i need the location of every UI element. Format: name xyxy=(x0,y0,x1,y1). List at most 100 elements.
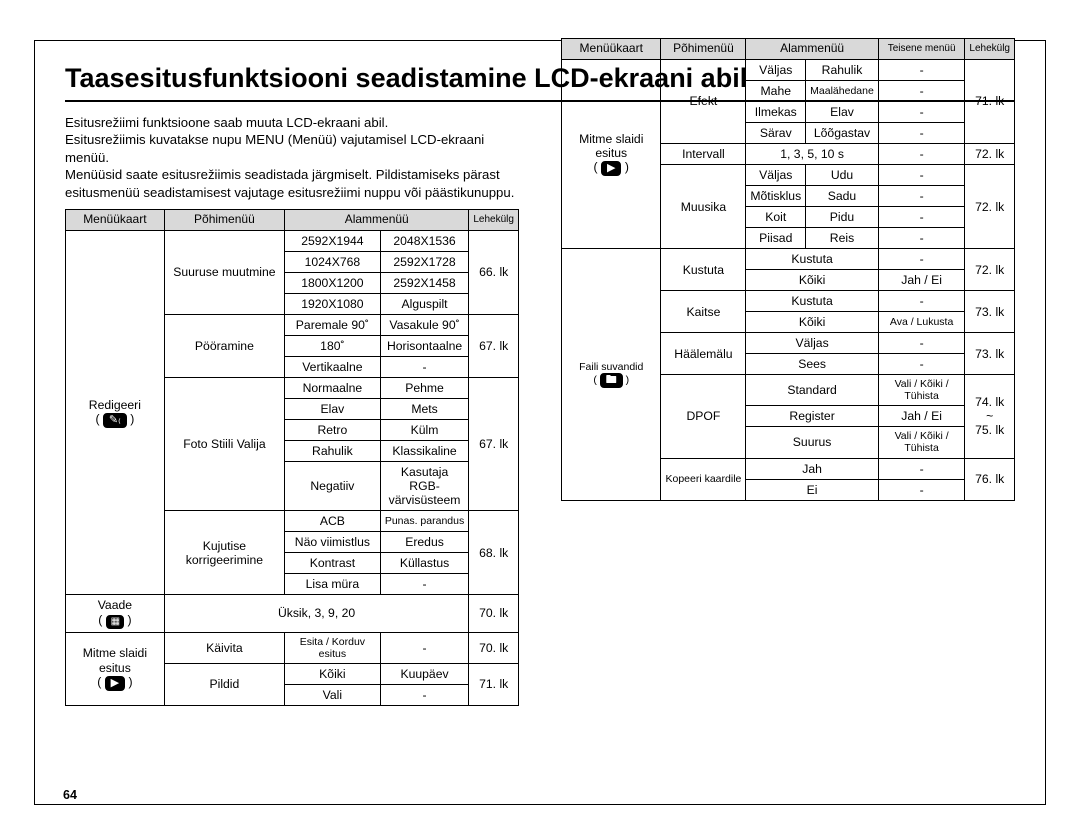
th-menuukaart: Menüükaart xyxy=(66,210,165,231)
cell-foto: Foto Stiili Valija xyxy=(164,378,284,511)
cell: - xyxy=(878,249,965,270)
cell: Kustuta xyxy=(746,249,878,270)
cell: - xyxy=(878,291,965,312)
cell-pg: 71. lk xyxy=(469,663,519,705)
right-column: Menüükaart Põhimenüü Alammenüü Teisene m… xyxy=(561,38,1015,630)
cell: - xyxy=(380,357,469,378)
th-alammenuu: Alammenüü xyxy=(285,210,469,231)
cell: Piisad xyxy=(746,228,806,249)
page-number: 64 xyxy=(63,788,77,802)
cell: Rahulik xyxy=(285,441,381,462)
cell: Esita / Korduv esitus xyxy=(285,632,381,663)
th-teisene: Teisene menüü xyxy=(878,39,965,60)
cell: - xyxy=(878,228,965,249)
cell: Kontrast xyxy=(285,553,381,574)
cell-pg: 73. lk xyxy=(965,291,1015,333)
cell: Pehme xyxy=(380,378,469,399)
cell: Maalähedane xyxy=(806,80,879,101)
cell-faili: Faili suvandid ( 🖿 ) xyxy=(562,249,661,501)
cell-pg: 72. lk xyxy=(965,249,1015,291)
cell: DPOF xyxy=(661,375,746,458)
cell: Elav xyxy=(285,399,381,420)
cell: Mõtisklus xyxy=(746,185,806,206)
th-alammenuu: Alammenüü xyxy=(746,39,878,60)
cell-pg: 66. lk xyxy=(469,230,519,314)
cell-mse: Mitme slaidi esitus ( ▶ ) xyxy=(562,59,661,248)
cell: Särav xyxy=(746,122,806,143)
cell: Klassikaline xyxy=(380,441,469,462)
cell: - xyxy=(380,684,469,705)
cell: Kõiki xyxy=(746,270,878,291)
cell: 2592X1944 xyxy=(285,230,381,251)
cell: Negatiiv xyxy=(285,462,381,511)
cell-pg: 67. lk xyxy=(469,378,519,511)
cell: Kuupäev xyxy=(380,663,469,684)
cell: Mahe xyxy=(746,80,806,101)
cell: - xyxy=(878,458,965,479)
cell: Standard xyxy=(746,375,878,406)
cell: - xyxy=(878,143,965,164)
edit-icon: ✎₍ xyxy=(103,413,127,428)
cell: Muusika xyxy=(661,164,746,248)
page: Taasesitusfunktsiooni seadistamine LCD-e… xyxy=(34,40,1046,805)
cell: Külm xyxy=(380,420,469,441)
cell: Lõõgastav xyxy=(806,122,879,143)
cell: Suurus xyxy=(746,427,878,458)
cell: Paremale 90˚ xyxy=(285,315,381,336)
columns: Esitusrežiimi funktsioone saab muuta LCD… xyxy=(65,114,1015,706)
cell: Intervall xyxy=(661,143,746,164)
cell-pg: 68. lk xyxy=(469,511,519,595)
th-pohimenuu: Põhimenüü xyxy=(661,39,746,60)
cell: Häälemälu xyxy=(661,333,746,375)
left-column: Esitusrežiimi funktsioone saab muuta LCD… xyxy=(65,114,519,706)
cell: - xyxy=(878,80,965,101)
cell: - xyxy=(878,479,965,500)
cell: - xyxy=(380,574,469,595)
cell: 180˚ xyxy=(285,336,381,357)
cell: Kõiki xyxy=(285,663,381,684)
cell: - xyxy=(878,185,965,206)
cell: Kopeeri kaardile xyxy=(661,458,746,500)
cell: Käivita xyxy=(164,632,284,663)
redigeeri-label: Redigeeri xyxy=(89,398,141,412)
cell: Koit xyxy=(746,207,806,228)
cell: Jah / Ei xyxy=(878,270,965,291)
cell-pg: 70. lk xyxy=(469,595,519,632)
cell-vaade: Vaade ( ▦ ) xyxy=(66,595,165,632)
cell: 1800X1200 xyxy=(285,272,381,293)
cell: Kasutaja RGB- värvisüsteem xyxy=(380,462,469,511)
mse-label: Mitme slaidi esitus xyxy=(83,646,147,674)
cell: - xyxy=(380,632,469,663)
cell: - xyxy=(878,354,965,375)
cell-pg: 73. lk xyxy=(965,333,1015,375)
cell-pg: 67. lk xyxy=(469,315,519,378)
cell: Vali xyxy=(285,684,381,705)
cell: Sadu xyxy=(806,185,879,206)
cell: Retro xyxy=(285,420,381,441)
cell: 1, 3, 5, 10 s xyxy=(746,143,878,164)
cell: Horisontaalne xyxy=(380,336,469,357)
cell: Vertikaalne xyxy=(285,357,381,378)
cell: Elav xyxy=(806,101,879,122)
cell: Kõiki xyxy=(746,312,878,333)
cell: Ava / Lukusta xyxy=(878,312,965,333)
cell: Rahulik xyxy=(806,59,879,80)
cell: Udu xyxy=(806,164,879,185)
cell: Punas. parandus xyxy=(380,511,469,532)
cell: 1920X1080 xyxy=(285,294,381,315)
cell: Näo viimistlus xyxy=(285,532,381,553)
cell: Kustuta xyxy=(746,291,878,312)
cell: Efekt xyxy=(661,59,746,143)
cell-kujutise: Kujutise korrigeerimine xyxy=(164,511,284,595)
cell: - xyxy=(878,164,965,185)
cell-pooramine: Pööramine xyxy=(164,315,284,378)
cell: Küllastus xyxy=(380,553,469,574)
cell-pg: 74. lk ~ 75. lk xyxy=(965,375,1015,458)
cell-mse: Mitme slaidi esitus ( ▶ ) xyxy=(66,632,165,705)
cell: - xyxy=(878,333,965,354)
cell: 1024X768 xyxy=(285,251,381,272)
faili-label: Faili suvandid xyxy=(579,361,643,373)
cell: 2592X1458 xyxy=(380,272,469,293)
th-lehekulg: Lehekülg xyxy=(469,210,519,231)
cell: Register xyxy=(746,406,878,427)
